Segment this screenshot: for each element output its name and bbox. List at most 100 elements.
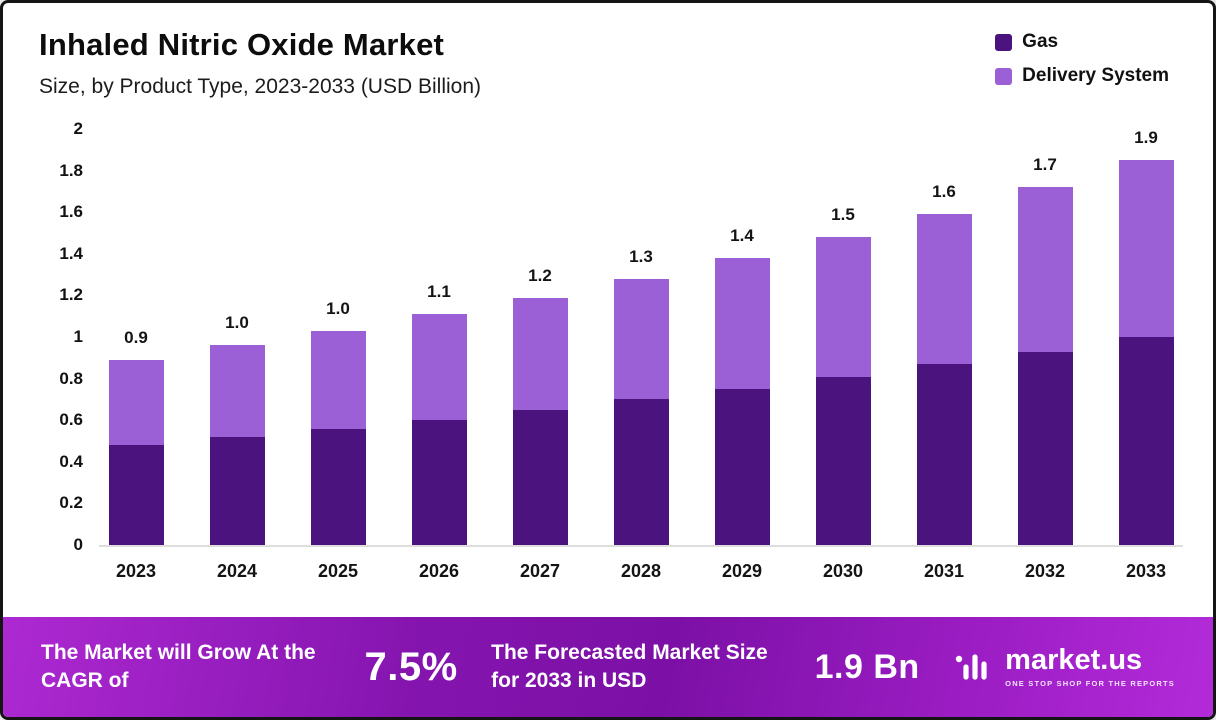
- y-axis-tick-label: 1.6: [59, 202, 83, 222]
- legend-label: Gas: [1022, 31, 1059, 52]
- bar-total-label: 1.3: [629, 246, 653, 266]
- bar-total-label: 1.0: [225, 313, 249, 333]
- bar-column: 1.6: [913, 182, 975, 545]
- bar-total-label: 1.2: [528, 265, 552, 285]
- bar-column: 1.3: [610, 247, 672, 545]
- y-axis-tick-label: 0.4: [59, 451, 83, 471]
- x-axis-label: 2027: [519, 561, 561, 581]
- x-axis-label: 2031: [923, 561, 965, 581]
- y-axis-tick-label: 0: [73, 535, 83, 554]
- bar-column: 1.9: [1115, 128, 1177, 545]
- brand-tagline: ONE STOP SHOP FOR THE REPORTS: [1005, 679, 1175, 688]
- legend-swatch: [995, 33, 1013, 51]
- bar-segment-gas: [1017, 351, 1073, 545]
- bar-column: 1.4: [711, 226, 773, 545]
- bars: 0.9 1.0 1.0 1.1 1.2 1.3 1.4 1.5 1.6 1.7 1.9: [99, 128, 1183, 545]
- x-axis: 2023 2024 2025 2026 2027 2028 2029 2030 2031 2032…: [99, 561, 1183, 582]
- bar-column: 0.9: [105, 328, 167, 545]
- bar-segment-delivery-system: [108, 359, 164, 446]
- bar-stack: [714, 257, 770, 545]
- footer-banner: The Market will Grow At the CAGR of 7.5%…: [3, 617, 1213, 717]
- bar-segment-delivery-system: [815, 237, 871, 377]
- bar-segment-gas: [108, 445, 164, 545]
- bar-total-label: 0.9: [124, 327, 148, 347]
- bar-segment-gas: [512, 409, 568, 545]
- bar-column: 1.0: [307, 299, 369, 545]
- page-title: Inhaled Nitric Oxide Market: [39, 27, 445, 62]
- chart-header: Inhaled Nitric Oxide Market Size, by Pro…: [3, 3, 1213, 99]
- x-axis-label: 2023: [115, 561, 157, 581]
- forecast-value: 1.9 Bn: [814, 647, 920, 686]
- bar-stack: [209, 345, 265, 545]
- bar-column: 1.7: [1014, 155, 1076, 545]
- bar-total-label: 1.7: [1033, 155, 1057, 175]
- bar-stack: [108, 359, 164, 545]
- chart: 0 0.2 0.4 0.6 0.8 1 1.2 1.4 1.6 1.8 2 0.9 1.0 1.0 1.1…: [59, 119, 1183, 582]
- bar-segment-gas: [916, 364, 972, 545]
- brand-logo: market.us ONE STOP SHOP FOR THE REPORTS: [953, 644, 1175, 691]
- plot-area: 0 0.2 0.4 0.6 0.8 1 1.2 1.4 1.6 1.8 2 0.9 1.0 1.0 1.1…: [59, 119, 1183, 554]
- market-us-logo-icon: [953, 644, 995, 691]
- y-axis-tick-label: 0.6: [59, 410, 83, 430]
- legend-label: Delivery System: [1022, 65, 1169, 86]
- bar-stack: [411, 314, 467, 545]
- x-axis-label: 2026: [418, 561, 460, 581]
- x-axis-label: 2029: [721, 561, 763, 581]
- bar-segment-delivery-system: [209, 345, 265, 437]
- bar-stack: [1118, 160, 1174, 545]
- x-axis-label: 2032: [1024, 561, 1066, 581]
- bar-segment-delivery-system: [916, 214, 972, 365]
- bar-segment-gas: [1118, 337, 1174, 545]
- legend-item: Gas: [995, 31, 1169, 53]
- bar-segment-delivery-system: [310, 330, 366, 429]
- bar-total-label: 1.6: [932, 182, 956, 202]
- bar-stack: [310, 330, 366, 545]
- bar-total-label: 1.4: [730, 225, 754, 245]
- bar-column: 1.2: [509, 265, 571, 545]
- y-axis-tick-label: 1.4: [59, 243, 83, 263]
- x-axis-label: 2028: [620, 561, 662, 581]
- forecast-text: The Forecasted Market Size for 2033 in U…: [491, 640, 768, 692]
- cagr-value: 7.5%: [364, 644, 458, 689]
- bar-column: 1.0: [206, 313, 268, 545]
- bar-segment-delivery-system: [714, 257, 770, 389]
- bar-segment-gas: [815, 376, 871, 545]
- cagr-text: The Market will Grow At the CAGR of: [41, 640, 316, 692]
- bar-stack: [815, 237, 871, 545]
- bar-segment-gas: [613, 399, 669, 545]
- bar-total-label: 1.1: [427, 282, 451, 302]
- x-axis-label: 2024: [216, 561, 258, 581]
- y-axis-tick-label: 0.8: [59, 368, 83, 388]
- x-axis-label: 2030: [822, 561, 864, 581]
- bar-total-label: 1.5: [831, 205, 855, 225]
- bar-segment-delivery-system: [1118, 160, 1174, 337]
- bar-segment-delivery-system: [613, 278, 669, 400]
- x-axis-label: 2025: [317, 561, 359, 581]
- bar-segment-gas: [310, 428, 366, 545]
- bar-segment-gas: [411, 420, 467, 545]
- y-axis-tick-label: 1.2: [59, 285, 83, 305]
- bar-column: 1.1: [408, 282, 470, 545]
- brand-name: market.us: [1005, 644, 1143, 676]
- bar-segment-delivery-system: [1017, 187, 1073, 352]
- bar-segment-gas: [714, 389, 770, 545]
- brand-text: market.us ONE STOP SHOP FOR THE REPORTS: [1005, 644, 1175, 689]
- legend-swatch: [995, 67, 1013, 85]
- y-axis-tick-label: 2: [73, 119, 83, 138]
- bar-stack: [613, 278, 669, 545]
- bar-total-label: 1.0: [326, 298, 350, 318]
- legend: Gas Delivery System: [995, 31, 1169, 87]
- bar-segment-gas: [209, 436, 265, 545]
- legend-item: Delivery System: [995, 65, 1169, 87]
- bar-stack: [1017, 187, 1073, 545]
- bar-segment-delivery-system: [512, 297, 568, 410]
- bar-stack: [512, 297, 568, 545]
- page-subtitle: Size, by Product Type, 2023-2033 (USD Bi…: [39, 75, 482, 98]
- x-axis-label: 2033: [1125, 561, 1167, 581]
- bar-total-label: 1.9: [1134, 128, 1158, 148]
- y-axis-tick-label: 1.8: [59, 160, 83, 180]
- bar-column: 1.5: [812, 205, 874, 545]
- bar-stack: [916, 214, 972, 545]
- y-axis-tick-label: 1: [73, 327, 83, 346]
